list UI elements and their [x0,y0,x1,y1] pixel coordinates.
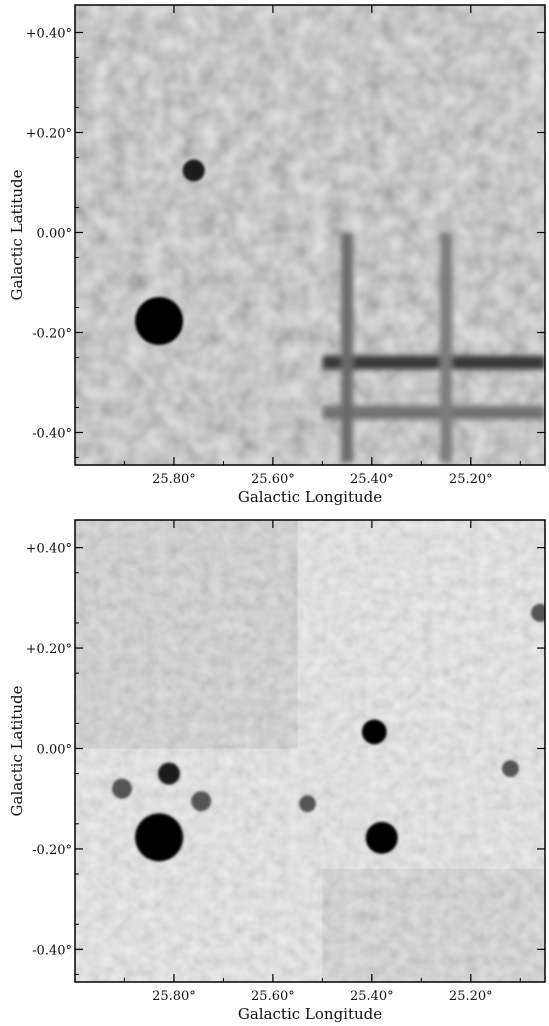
top-panel-y-axis: +0.40° +0.20° 0.00° -0.20° -0.40° [26,27,545,458]
source-blob [365,821,398,854]
y-tick-label: 0.00° [37,227,72,242]
bottom-panel-x-axis-title: Galactic Longitude [238,1005,382,1023]
y-tick-label: -0.40° [32,943,72,958]
y-tick-label: +0.20° [26,642,72,657]
top-panel-x-axis: 25.80° 25.60° 25.40° 25.20° [123,5,521,487]
x-tick-label: 25.20° [449,989,493,1004]
source-blob [501,760,519,777]
bottom-panel-x-axis: 25.80° 25.60° 25.40° 25.20° [123,520,521,1004]
y-tick-label: +0.40° [26,27,72,42]
x-tick-label: 25.80° [152,472,196,487]
bottom-panel-noise [75,520,545,982]
bottom-panel-y-axis-title: Galactic Latitude [8,685,26,816]
bottom-panel-sources [112,603,545,862]
artifact-stripe [322,355,545,370]
y-tick-label: +0.20° [26,127,72,142]
top-panel-x-axis-title: Galactic Longitude [238,488,382,506]
source-blob [361,719,387,745]
x-tick-label: 25.40° [350,472,394,487]
artifact-stripe [322,405,545,420]
artifact-stripe [440,232,453,463]
top-panel-y-axis-title: Galactic Latitude [8,169,26,300]
x-tick-label: 25.20° [449,472,493,487]
source-blob [299,795,316,813]
source-blob [135,297,184,345]
x-tick-label: 25.60° [251,989,295,1004]
source-blob [182,159,205,182]
y-tick-label: +0.40° [26,542,72,557]
top-panel-noise [75,5,545,465]
bottom-panel: 25.80° 25.60° 25.40° 25.20° +0.40° +0.20° 0.0… [8,519,546,1023]
bottom-panel-frame [74,519,546,983]
bottom-panel-image [75,520,545,982]
x-tick-label: 25.80° [152,989,196,1004]
y-tick-label: -0.20° [32,327,72,342]
source-blob [135,813,184,862]
top-panel: 25.80° 25.60° 25.40° 25.20° +0.40° +0.20° 0.0… [8,4,546,506]
top-panel-sources [135,159,205,345]
top-panel-frame [74,4,546,466]
y-tick-label: 0.00° [37,742,72,757]
source-blob [191,791,212,812]
top-panel-stripes [322,232,545,463]
bottom-panel-y-axis: +0.40° +0.20° 0.00° -0.20° -0.40° [26,542,545,975]
source-blob [158,762,180,785]
x-tick-label: 25.40° [350,989,394,1004]
source-blob [112,778,132,799]
artifact-stripe [341,232,354,463]
y-tick-label: -0.20° [32,843,72,858]
y-tick-label: -0.40° [32,427,72,442]
source-blob [531,603,545,622]
top-panel-image [75,5,545,465]
x-tick-label: 25.60° [251,472,295,487]
